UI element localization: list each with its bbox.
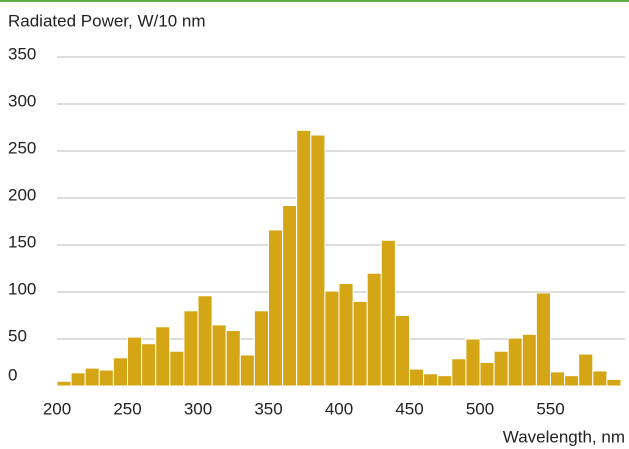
bar bbox=[239, 354, 255, 387]
bar bbox=[550, 371, 566, 387]
y-tick-label: 100 bbox=[8, 279, 36, 298]
bar bbox=[225, 330, 241, 387]
bar bbox=[141, 343, 157, 387]
bar bbox=[423, 373, 439, 387]
bar bbox=[211, 324, 227, 387]
bar bbox=[296, 129, 312, 387]
y-tick-label: 0 bbox=[8, 365, 17, 384]
y-tick-label: 150 bbox=[8, 232, 36, 251]
y-axis-label: Radiated Power, W/10 nm bbox=[8, 11, 205, 30]
bar bbox=[380, 239, 396, 387]
bar bbox=[282, 205, 298, 387]
x-tick-label: 200 bbox=[43, 399, 71, 418]
bar bbox=[310, 134, 326, 387]
bar bbox=[451, 358, 467, 387]
x-axis-label: Wavelength, nm bbox=[503, 427, 625, 446]
x-tick-label: 250 bbox=[113, 399, 141, 418]
bar bbox=[521, 333, 537, 387]
bar bbox=[578, 353, 594, 387]
y-tick-label: 200 bbox=[8, 185, 36, 204]
top-rule bbox=[0, 0, 629, 2]
y-tick-label: 250 bbox=[8, 138, 36, 157]
bar bbox=[268, 229, 284, 387]
x-tick-label: 450 bbox=[395, 399, 423, 418]
bar bbox=[352, 300, 368, 387]
bar bbox=[155, 326, 171, 387]
bar bbox=[535, 292, 552, 387]
y-tick-label: 50 bbox=[8, 326, 27, 345]
bar bbox=[169, 350, 185, 387]
bar bbox=[253, 310, 269, 387]
y-tick-label: 300 bbox=[8, 91, 36, 110]
x-tick-label: 400 bbox=[325, 399, 353, 418]
bar bbox=[507, 337, 523, 387]
bar bbox=[127, 336, 143, 387]
bar bbox=[479, 362, 495, 387]
x-tick-label: 350 bbox=[254, 399, 282, 418]
bar bbox=[465, 338, 481, 387]
bar bbox=[564, 375, 580, 387]
bar bbox=[394, 315, 410, 387]
bar bbox=[56, 380, 72, 387]
bar bbox=[197, 295, 213, 387]
bar bbox=[338, 283, 354, 387]
bar bbox=[112, 357, 129, 387]
bar bbox=[84, 367, 100, 387]
bar bbox=[324, 290, 340, 387]
bar bbox=[183, 310, 199, 387]
bar bbox=[98, 369, 114, 387]
bar bbox=[70, 372, 86, 387]
x-tick-label: 500 bbox=[466, 399, 494, 418]
bar bbox=[409, 368, 425, 387]
x-tick-label: 550 bbox=[536, 399, 564, 418]
y-tick-label: 350 bbox=[8, 44, 36, 63]
bar bbox=[493, 350, 509, 387]
bar bbox=[366, 272, 382, 387]
bar bbox=[437, 375, 453, 387]
bar bbox=[592, 370, 608, 387]
bar bbox=[606, 378, 622, 387]
x-tick-label: 300 bbox=[184, 399, 212, 418]
